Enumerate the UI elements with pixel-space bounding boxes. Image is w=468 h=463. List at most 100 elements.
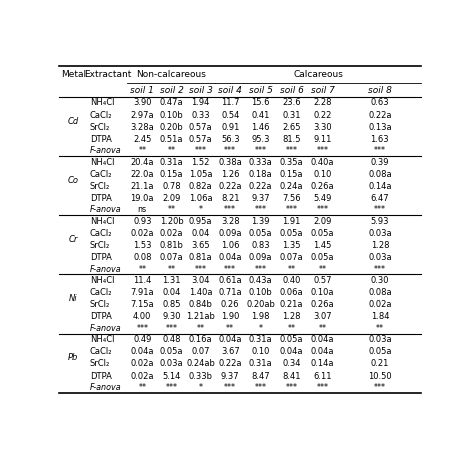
Text: *: *	[259, 324, 263, 333]
Text: ***: ***	[166, 324, 178, 333]
Text: ***: ***	[224, 206, 236, 214]
Text: 0.22: 0.22	[314, 111, 332, 119]
Text: 0.18a: 0.18a	[249, 170, 272, 179]
Text: 19.0a: 19.0a	[131, 194, 154, 203]
Text: 0.05a: 0.05a	[280, 229, 303, 238]
Text: 3.67: 3.67	[221, 347, 240, 357]
Text: 0.39: 0.39	[371, 158, 389, 167]
Text: 0.14a: 0.14a	[368, 182, 392, 191]
Text: F-anova: F-anova	[90, 383, 121, 392]
Text: 81.5: 81.5	[282, 135, 301, 144]
Text: 0.10: 0.10	[314, 170, 332, 179]
Text: 0.33b: 0.33b	[189, 372, 212, 381]
Text: 0.10b: 0.10b	[249, 288, 272, 297]
Text: **: **	[287, 265, 295, 274]
Text: 0.91: 0.91	[221, 123, 240, 131]
Text: *: *	[199, 206, 203, 214]
Text: 0.31a: 0.31a	[160, 158, 183, 167]
Text: DTPA: DTPA	[90, 313, 111, 321]
Text: 3.28: 3.28	[221, 217, 240, 226]
Text: 0.04: 0.04	[191, 229, 210, 238]
Text: 0.48: 0.48	[162, 335, 181, 344]
Text: 3.04: 3.04	[191, 276, 210, 285]
Text: 0.07: 0.07	[191, 347, 210, 357]
Text: 1.63: 1.63	[371, 135, 389, 144]
Text: **: **	[138, 265, 146, 274]
Text: 0.31a: 0.31a	[249, 335, 272, 344]
Text: 1.90: 1.90	[221, 313, 240, 321]
Text: 9.30: 9.30	[162, 313, 181, 321]
Text: 0.15a: 0.15a	[160, 170, 183, 179]
Text: 0.03a: 0.03a	[368, 253, 392, 262]
Text: soil 2: soil 2	[160, 86, 183, 94]
Text: 0.54: 0.54	[221, 111, 240, 119]
Text: 1.98: 1.98	[251, 313, 270, 321]
Text: 21.1a: 21.1a	[131, 182, 154, 191]
Text: 1.53: 1.53	[133, 241, 152, 250]
Text: 7.91a: 7.91a	[131, 288, 154, 297]
Text: 0.13a: 0.13a	[368, 123, 392, 131]
Text: ***: ***	[317, 146, 329, 155]
Text: 0.04a: 0.04a	[311, 335, 335, 344]
Text: 7.56: 7.56	[282, 194, 301, 203]
Text: 0.40: 0.40	[282, 276, 301, 285]
Text: 0.05a: 0.05a	[160, 347, 183, 357]
Text: 0.20b: 0.20b	[160, 123, 183, 131]
Text: 0.14a: 0.14a	[311, 359, 335, 369]
Text: 1.31: 1.31	[162, 276, 181, 285]
Text: 0.05a: 0.05a	[280, 335, 303, 344]
Text: Metal: Metal	[61, 70, 86, 79]
Text: 0.41: 0.41	[251, 111, 270, 119]
Text: 3.28a: 3.28a	[131, 123, 154, 131]
Text: F-anova: F-anova	[90, 206, 121, 214]
Text: 1.45: 1.45	[314, 241, 332, 250]
Text: NH₄Cl: NH₄Cl	[90, 335, 114, 344]
Text: 0.38a: 0.38a	[219, 158, 242, 167]
Text: ns: ns	[138, 206, 147, 214]
Text: ***: ***	[317, 383, 329, 392]
Text: SrCl₂: SrCl₂	[90, 300, 110, 309]
Text: 0.47a: 0.47a	[160, 99, 183, 107]
Text: 11.7: 11.7	[221, 99, 240, 107]
Text: 0.04a: 0.04a	[219, 335, 242, 344]
Text: 0.22a: 0.22a	[368, 111, 392, 119]
Text: 1.05a: 1.05a	[189, 170, 212, 179]
Text: CaCl₂: CaCl₂	[90, 170, 112, 179]
Text: soil 4: soil 4	[218, 86, 242, 94]
Text: **: **	[376, 324, 384, 333]
Text: 0.57: 0.57	[314, 276, 332, 285]
Text: 1.52: 1.52	[191, 158, 210, 167]
Text: ***: ***	[285, 383, 298, 392]
Text: 1.40a: 1.40a	[189, 288, 212, 297]
Text: 0.02a: 0.02a	[131, 372, 154, 381]
Text: NH₄Cl: NH₄Cl	[90, 99, 114, 107]
Text: ***: ***	[255, 383, 267, 392]
Text: NH₄Cl: NH₄Cl	[90, 276, 114, 285]
Text: 0.04: 0.04	[162, 288, 181, 297]
Text: 5.49: 5.49	[314, 194, 332, 203]
Text: ***: ***	[374, 383, 386, 392]
Text: 0.04a: 0.04a	[131, 347, 154, 357]
Text: ***: ***	[224, 265, 236, 274]
Text: soil 1: soil 1	[131, 86, 154, 94]
Text: 9.37: 9.37	[251, 194, 270, 203]
Text: 0.05a: 0.05a	[311, 253, 335, 262]
Text: 0.06a: 0.06a	[280, 288, 303, 297]
Text: ***: ***	[136, 324, 148, 333]
Text: 0.02a: 0.02a	[131, 229, 154, 238]
Text: soil 6: soil 6	[279, 86, 303, 94]
Text: **: **	[138, 146, 146, 155]
Text: 5.14: 5.14	[162, 372, 181, 381]
Text: SrCl₂: SrCl₂	[90, 359, 110, 369]
Text: 8.47: 8.47	[251, 372, 270, 381]
Text: 0.71a: 0.71a	[219, 288, 242, 297]
Text: 0.05a: 0.05a	[249, 229, 272, 238]
Text: 1.21ab: 1.21ab	[186, 313, 215, 321]
Text: DTPA: DTPA	[90, 372, 111, 381]
Text: SrCl₂: SrCl₂	[90, 123, 110, 131]
Text: 0.04a: 0.04a	[219, 253, 242, 262]
Text: 4.00: 4.00	[133, 313, 152, 321]
Text: 0.16a: 0.16a	[189, 335, 212, 344]
Text: ***: ***	[255, 265, 267, 274]
Text: 1.06: 1.06	[221, 241, 240, 250]
